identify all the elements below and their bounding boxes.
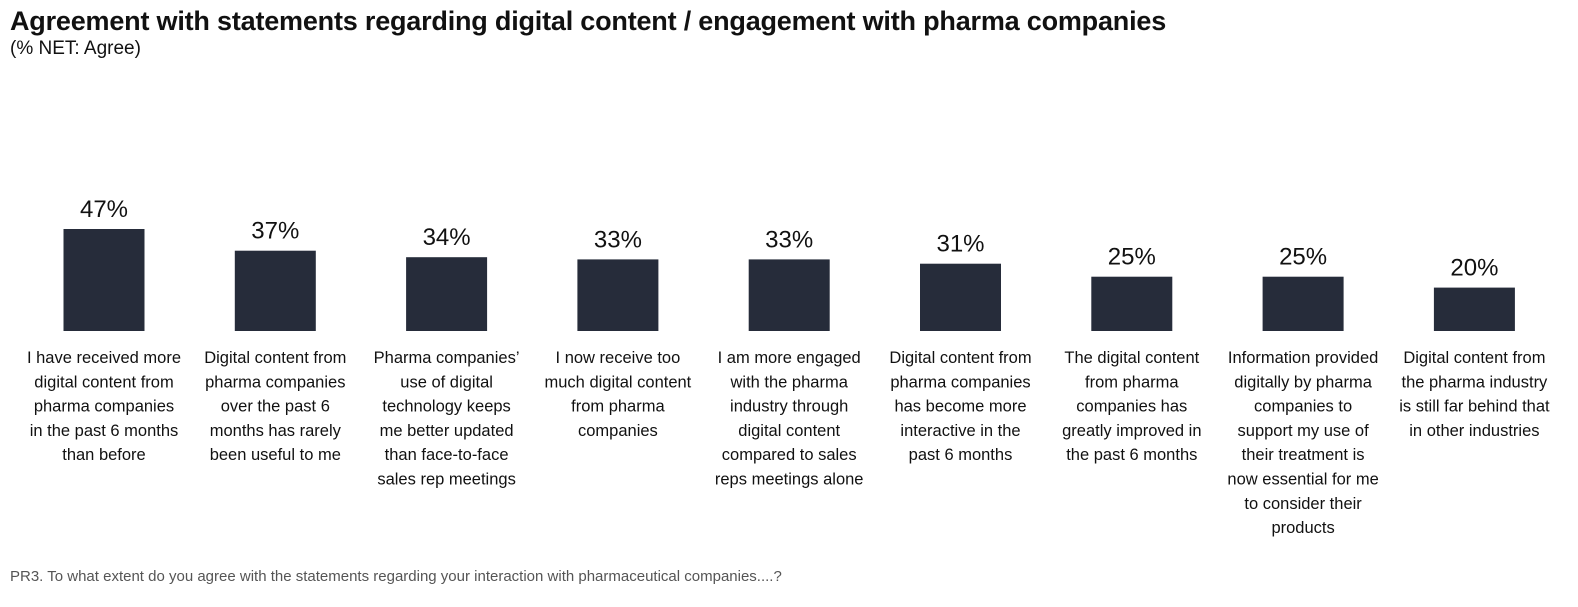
category-label-line: over the past 6 xyxy=(221,398,330,416)
category-label-line: months has rarely xyxy=(210,422,342,440)
category-label-line: now essential for me xyxy=(1227,471,1378,489)
category-label-line: digital content from xyxy=(34,373,173,391)
category-label-line: been useful to me xyxy=(210,446,341,464)
category-label-line: companies has xyxy=(1076,398,1187,416)
category-label-line: much digital content xyxy=(545,373,692,391)
category-label-line: I now receive too xyxy=(556,349,681,367)
category-label-line: reps meetings alone xyxy=(715,471,864,489)
data-label-7: 25% xyxy=(1108,244,1156,271)
category-label-line: support my use of xyxy=(1238,422,1370,440)
data-label-8: 25% xyxy=(1279,244,1327,271)
category-label-line: the pharma industry xyxy=(1401,373,1548,391)
category-label-line: with the pharma xyxy=(729,373,848,391)
category-label-line: than before xyxy=(62,446,145,464)
bar-8 xyxy=(1262,276,1344,331)
category-label-line: Digital content from xyxy=(204,349,346,367)
category-label-line: from pharma xyxy=(571,398,665,416)
category-label-9: Digital content from the pharma industry i… xyxy=(1399,349,1550,440)
category-label-line: I have received more xyxy=(27,349,181,367)
data-label-1: 47% xyxy=(80,196,128,223)
category-label-line: in other industries xyxy=(1409,422,1539,440)
data-label-2: 37% xyxy=(251,218,299,245)
category-label-3: Pharma companies’ use of digital technolog… xyxy=(374,349,520,489)
data-label-9: 20% xyxy=(1450,255,1498,282)
category-label-line: in the past 6 months xyxy=(30,422,179,440)
category-label-line: is still far behind that xyxy=(1399,398,1550,416)
data-label-3: 34% xyxy=(423,224,471,251)
category-label-line: industry through xyxy=(730,398,848,416)
category-label-line: I am more engaged xyxy=(718,349,861,367)
bar-6 xyxy=(920,263,1001,331)
category-label-line: their treatment is xyxy=(1242,446,1365,464)
category-label-line: compared to sales xyxy=(722,446,857,464)
category-label-line: products xyxy=(1271,519,1334,537)
category-label-line: technology keeps xyxy=(382,398,510,416)
bar-7 xyxy=(1091,276,1173,331)
category-label-line: the past 6 months xyxy=(1066,446,1197,464)
category-label-2: Digital content from pharma companies over… xyxy=(204,349,346,464)
category-label-line: digital content xyxy=(738,422,840,440)
category-label-line: to consider their xyxy=(1244,495,1362,513)
category-label-line: use of digital xyxy=(400,373,493,391)
chart-title: Agreement with statements regarding digi… xyxy=(10,6,1167,36)
category-label-line: pharma companies xyxy=(34,398,174,416)
category-label-line: greatly improved in xyxy=(1062,422,1201,440)
bar-9 xyxy=(1433,287,1515,331)
category-label-line: companies to xyxy=(1254,398,1352,416)
category-label-line: than face-to-face xyxy=(385,446,509,464)
category-label-6: Digital content from pharma companies has … xyxy=(889,349,1031,464)
bar-2 xyxy=(234,250,316,331)
category-label-line: interactive in the xyxy=(900,422,1020,440)
category-label-line: companies xyxy=(578,422,658,440)
data-label-5: 33% xyxy=(765,226,813,253)
bar-5 xyxy=(748,259,830,331)
bar-4 xyxy=(577,259,659,331)
category-label-line: pharma companies xyxy=(890,373,1030,391)
category-label-8: Information provided digitally by pharma c… xyxy=(1227,349,1378,537)
category-label-line: pharma companies xyxy=(205,373,345,391)
category-label-line: The digital content xyxy=(1064,349,1199,367)
category-label-line: past 6 months xyxy=(909,446,1013,464)
category-label-line: me better updated xyxy=(380,422,514,440)
bar-1 xyxy=(63,229,145,331)
data-label-6: 31% xyxy=(936,231,984,258)
chart-subtitle: (% NET: Agree) xyxy=(10,38,141,59)
category-label-line: Pharma companies’ xyxy=(374,349,520,367)
category-label-line: Digital content from xyxy=(889,349,1031,367)
data-label-4: 33% xyxy=(594,226,642,253)
category-label-5: I am more engaged with the pharma industry… xyxy=(715,349,864,489)
category-label-line: Digital content from xyxy=(1403,349,1545,367)
category-label-4: I now receive too much digital content fro… xyxy=(545,349,692,440)
category-label-line: sales rep meetings xyxy=(377,471,516,489)
category-label-line: digitally by pharma xyxy=(1234,373,1372,391)
category-label-line: has become more xyxy=(894,398,1026,416)
question-footnote: PR3. To what extent do you agree with th… xyxy=(10,568,782,585)
category-label-line: Information provided xyxy=(1228,349,1378,367)
category-label-1: I have received more digital content from… xyxy=(27,349,181,464)
category-label-line: from pharma xyxy=(1085,373,1179,391)
category-label-7: The digital content from pharma companies … xyxy=(1062,349,1201,464)
bar-3 xyxy=(406,257,488,331)
